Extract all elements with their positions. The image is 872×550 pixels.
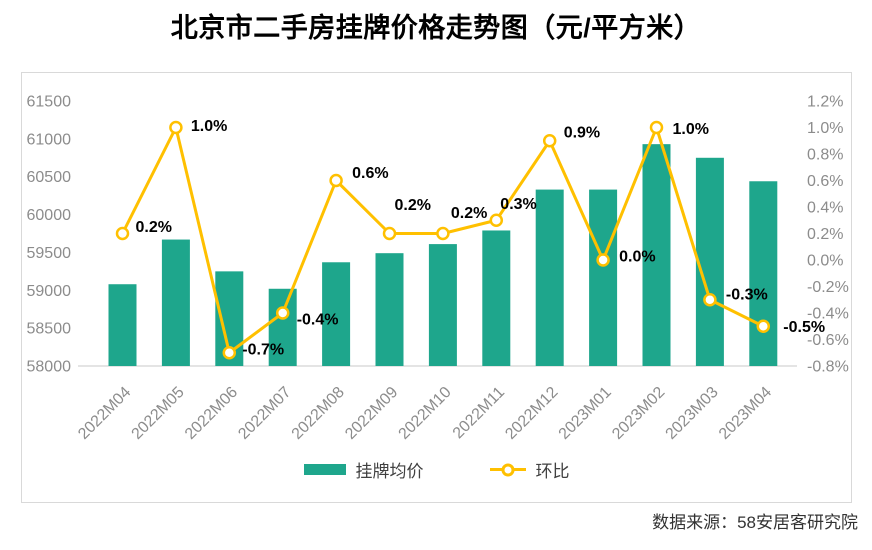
line-marker-icon	[649, 120, 664, 135]
left-axis-tick-label: 58000	[27, 359, 72, 376]
left-axis-tick-label: 58500	[27, 321, 72, 338]
data-label: 0.0%	[619, 249, 655, 266]
left-axis-tick-label: 59500	[27, 245, 72, 262]
chart-legend: 挂牌均价 环比	[22, 457, 851, 482]
bar	[428, 244, 457, 366]
x-axis-tick-label: 2023M04	[716, 384, 775, 443]
x-axis-tick-label: 2023M02	[609, 384, 668, 443]
data-label: -0.4%	[297, 312, 339, 329]
x-axis-tick-label: 2022M04	[75, 384, 134, 443]
data-label: -0.7%	[242, 341, 284, 358]
left-axis-tick-label: 61000	[27, 131, 72, 148]
bar	[161, 239, 190, 366]
right-axis-tick-label: 1.0%	[807, 120, 843, 137]
right-axis-tick-label: 0.6%	[807, 173, 843, 190]
data-label: 0.9%	[564, 124, 600, 141]
legend-label-bar-series: 挂牌均价	[355, 462, 424, 481]
data-label: 0.2%	[451, 205, 487, 222]
right-axis-tick-label: -0.4%	[807, 306, 849, 323]
bar	[749, 181, 778, 366]
x-axis-tick-label: 2022M07	[235, 384, 294, 443]
chart-frame: 61500 61000 60500 60000 59500 59000 58500 58000…	[21, 72, 852, 503]
x-axis-tick-label: 2022M10	[396, 384, 455, 443]
data-label: -0.5%	[783, 319, 825, 336]
chart-canvas: 61500 61000 60500 60000 59500 59000 58500 58000…	[27, 94, 849, 444]
line-marker-icon	[169, 120, 183, 135]
bar	[268, 288, 297, 366]
bar	[108, 284, 137, 366]
x-axis-tick-label: 2023M01	[556, 384, 615, 443]
right-axis-tick-label: -0.6%	[807, 332, 849, 349]
bar	[589, 189, 618, 366]
data-label: 1.0%	[191, 118, 227, 135]
line-marker-icon	[703, 293, 717, 307]
legend-label-line-series: 环比	[535, 462, 570, 481]
chart-title: 北京市二手房挂牌价格走势图（元/平方米）	[170, 13, 702, 43]
right-axis-tick-label: 0.0%	[807, 253, 843, 270]
line-marker-ring-icon	[501, 463, 514, 476]
bar	[375, 253, 404, 366]
data-label: 0.3%	[500, 196, 536, 213]
x-axis-tick-label: 2022M06	[182, 384, 241, 443]
line-marker-icon	[222, 346, 237, 360]
bar	[695, 157, 724, 366]
bar-series-swatch-icon	[303, 464, 346, 475]
right-axis-tick-label: 0.8%	[807, 147, 843, 164]
legend-item-bar-series: 挂牌均价	[303, 457, 424, 482]
x-axis-tick-label: 2022M09	[342, 384, 401, 443]
data-label: 1.0%	[673, 121, 709, 138]
left-axis-tick-label: 59000	[27, 283, 72, 300]
x-axis-tick-label: 2022M08	[289, 384, 348, 443]
bar	[642, 144, 671, 366]
line-series-swatch-icon	[489, 463, 526, 476]
data-label: -0.3%	[726, 286, 768, 303]
data-label: 0.2%	[395, 197, 431, 214]
x-axis-tick-label: 2022M12	[502, 384, 561, 443]
bar	[535, 189, 564, 366]
bar	[322, 262, 351, 366]
line-marker-icon	[436, 226, 450, 241]
x-axis-tick-label: 2022M11	[450, 384, 508, 442]
right-axis-tick-label: -0.8%	[807, 359, 849, 376]
legend-item-line-series: 环比	[489, 457, 570, 482]
x-axis-tick-label: 2022M05	[129, 384, 188, 443]
data-label: 0.6%	[352, 165, 388, 182]
line-marker-icon	[275, 306, 290, 320]
left-axis-tick-label: 60000	[27, 207, 72, 224]
right-axis-tick-label: 0.2%	[807, 226, 843, 243]
x-axis-tick-label: 2023M03	[663, 384, 722, 443]
right-axis-tick-label: 1.2%	[807, 94, 843, 111]
right-axis-tick-label: -0.2%	[807, 279, 849, 296]
line-marker-icon	[382, 226, 397, 241]
right-axis-tick-label: 0.4%	[807, 200, 843, 217]
line-marker-icon	[329, 173, 343, 188]
line-marker-icon	[115, 226, 130, 241]
source-note: 数据来源：58安居客研究院	[652, 513, 858, 532]
line-marker-icon	[596, 253, 610, 267]
line-marker-icon	[756, 319, 771, 333]
line-marker-icon	[542, 134, 557, 148]
left-axis-tick-label: 61500	[27, 94, 72, 111]
data-label: 0.2%	[136, 219, 172, 236]
line-marker-icon	[489, 213, 504, 227]
left-axis-tick-label: 60500	[27, 169, 72, 186]
bar	[482, 230, 511, 366]
